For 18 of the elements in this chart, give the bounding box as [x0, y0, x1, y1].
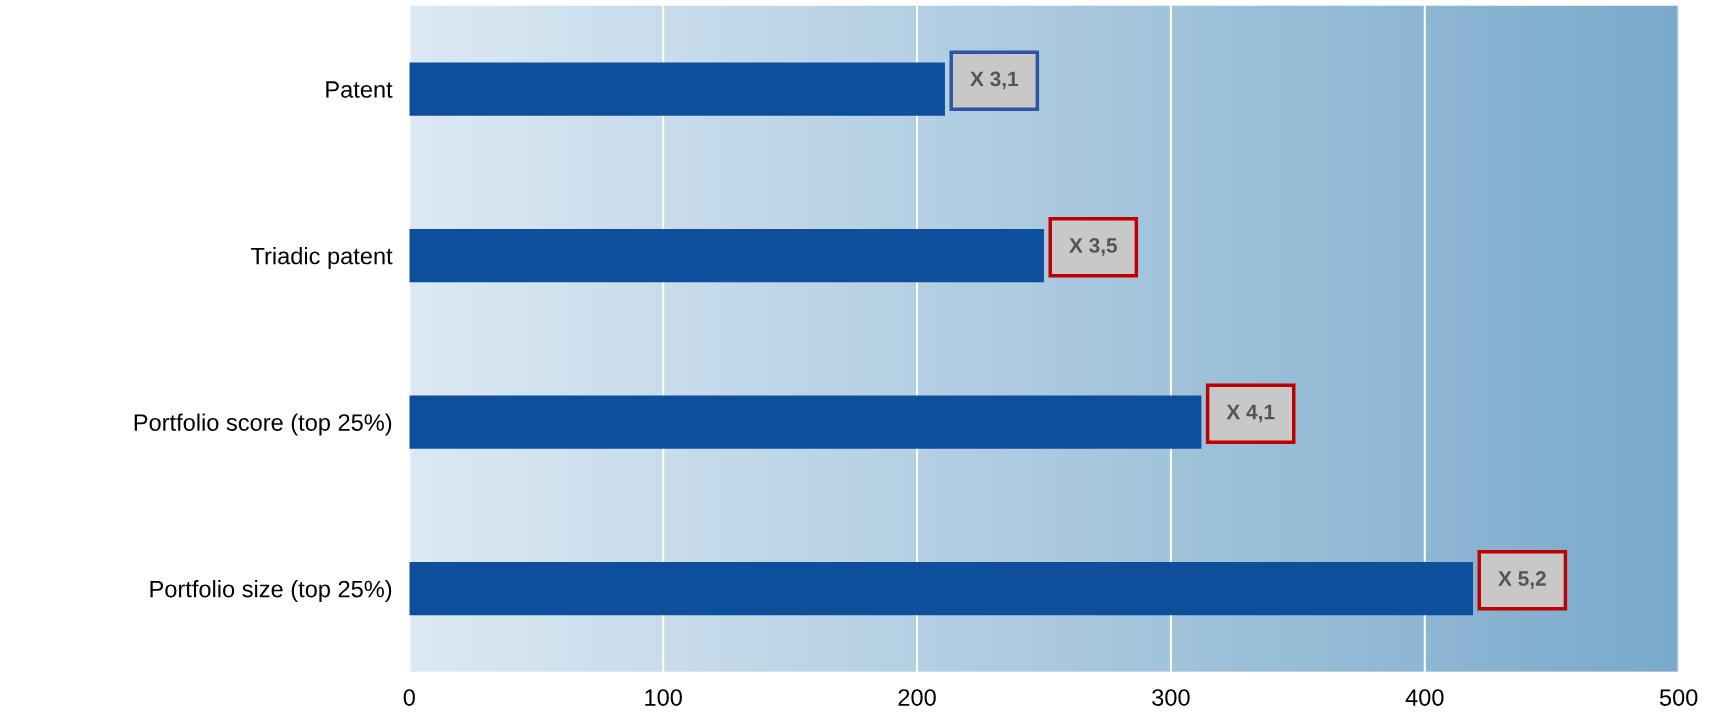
- x-tick-label: 100: [645, 689, 682, 706]
- bar: [409, 62, 945, 116]
- x-tick-label: 200: [898, 689, 936, 706]
- bar: [409, 228, 1044, 283]
- y-tick-label: Triadic patent: [251, 247, 393, 270]
- x-tick-label: 0: [403, 689, 415, 706]
- bar: [409, 395, 1202, 449]
- annotation: X 3,5: [1069, 238, 1118, 256]
- x-tick-label: 400: [1405, 689, 1444, 706]
- y-tick-label: Portfolio size (top 25%): [150, 580, 392, 603]
- y-tick-label: Portfolio score (top 25%): [134, 413, 392, 436]
- annotation: X 4,1: [1226, 404, 1275, 423]
- annotation: X 5,2: [1498, 571, 1546, 589]
- x-tick-label: 300: [1152, 689, 1190, 706]
- annotation: X 3,1: [970, 71, 1019, 90]
- bar: [409, 561, 1474, 616]
- x-tick-label: 500: [1659, 689, 1698, 706]
- y-tick-label: Patent: [326, 81, 393, 98]
